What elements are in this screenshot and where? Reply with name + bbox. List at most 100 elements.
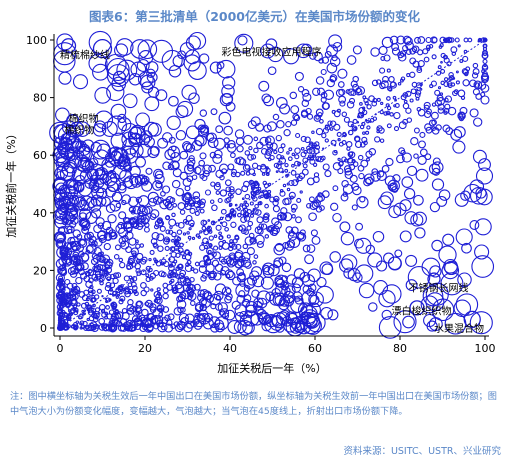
bubble (281, 286, 291, 296)
bubble (401, 152, 412, 163)
bubble (236, 268, 245, 277)
bubble (363, 178, 372, 187)
bubble (173, 307, 182, 316)
bubble (414, 227, 426, 239)
bubble (100, 323, 108, 330)
bubble (60, 251, 66, 258)
bubble (293, 268, 306, 280)
bubble (235, 137, 245, 146)
bubble (317, 87, 325, 96)
bubble (110, 103, 127, 120)
bubble (71, 299, 77, 305)
bubble (272, 113, 280, 121)
source-line: 资料来源：USITC、USTR、兴业研究 (343, 446, 501, 457)
bubble (215, 125, 224, 134)
bubble (213, 183, 221, 191)
figure-title: 图表6：第三批清单（2000亿美元）在美国市场份额的变化 (89, 9, 420, 24)
bubble (155, 181, 163, 189)
bubble (378, 290, 396, 308)
bubble (308, 142, 314, 149)
bubble (383, 111, 388, 116)
bubble (102, 324, 110, 332)
bubble (266, 195, 270, 199)
bubble (188, 92, 200, 104)
bubble (346, 146, 351, 151)
bubble (131, 276, 138, 282)
bubble (145, 276, 151, 283)
bubble (417, 36, 426, 44)
bubble (355, 264, 374, 283)
bubble (286, 239, 296, 248)
bubble (431, 161, 444, 174)
bubble (135, 196, 143, 204)
bubble (218, 231, 222, 236)
bubble (203, 229, 209, 236)
bubble (157, 245, 164, 252)
bubble (406, 165, 418, 177)
bubble (139, 243, 145, 248)
bubble (166, 238, 171, 243)
bubble (366, 104, 372, 110)
bubble (378, 45, 388, 55)
bubble (321, 102, 330, 110)
bubble (130, 320, 139, 329)
bubble (275, 97, 288, 109)
bubble (431, 102, 437, 107)
bubble (105, 297, 111, 303)
bubble (212, 251, 221, 260)
bubble (436, 195, 448, 207)
bubble (69, 289, 77, 297)
bubble (76, 233, 83, 240)
bubble (191, 140, 203, 151)
bubble (193, 321, 203, 330)
bubble (377, 195, 392, 210)
bubble (224, 226, 229, 232)
bubble (230, 152, 236, 159)
bubble (127, 299, 134, 306)
bubble (167, 313, 175, 321)
bubble (297, 161, 302, 166)
bubble (162, 306, 170, 313)
bubble (451, 51, 457, 56)
bubble (420, 295, 439, 314)
bubble (59, 212, 68, 221)
bubble (242, 321, 255, 335)
bubble (122, 137, 140, 155)
bubble (457, 272, 472, 287)
bubble (284, 162, 289, 168)
bubble (84, 160, 95, 171)
bubble (417, 108, 426, 117)
bubble (167, 272, 173, 279)
bubble (294, 147, 301, 154)
bubble (237, 272, 246, 281)
bubble (101, 121, 118, 137)
bubble (283, 212, 293, 222)
bubble (171, 238, 175, 243)
bubble (170, 323, 176, 330)
bubble (115, 320, 123, 327)
bubble (352, 45, 362, 55)
bubble (225, 287, 232, 294)
bubble (87, 295, 91, 299)
bubble (137, 260, 141, 264)
bubble (64, 278, 71, 286)
bubble (281, 262, 292, 273)
bubble (130, 39, 150, 59)
bubble (371, 100, 378, 107)
bubble (159, 199, 169, 210)
bubble (306, 177, 315, 186)
bubble (385, 157, 394, 167)
bubble (377, 170, 385, 178)
bubble (359, 102, 363, 106)
bubble (260, 194, 264, 199)
bubble (430, 111, 439, 120)
bubble (472, 68, 480, 76)
bubble (209, 199, 215, 204)
bubble (301, 89, 310, 97)
bubble (474, 244, 490, 260)
bubble (175, 187, 185, 197)
bubble (194, 261, 200, 267)
bubble (402, 45, 409, 52)
bubble (286, 274, 297, 285)
bubble (218, 235, 223, 241)
